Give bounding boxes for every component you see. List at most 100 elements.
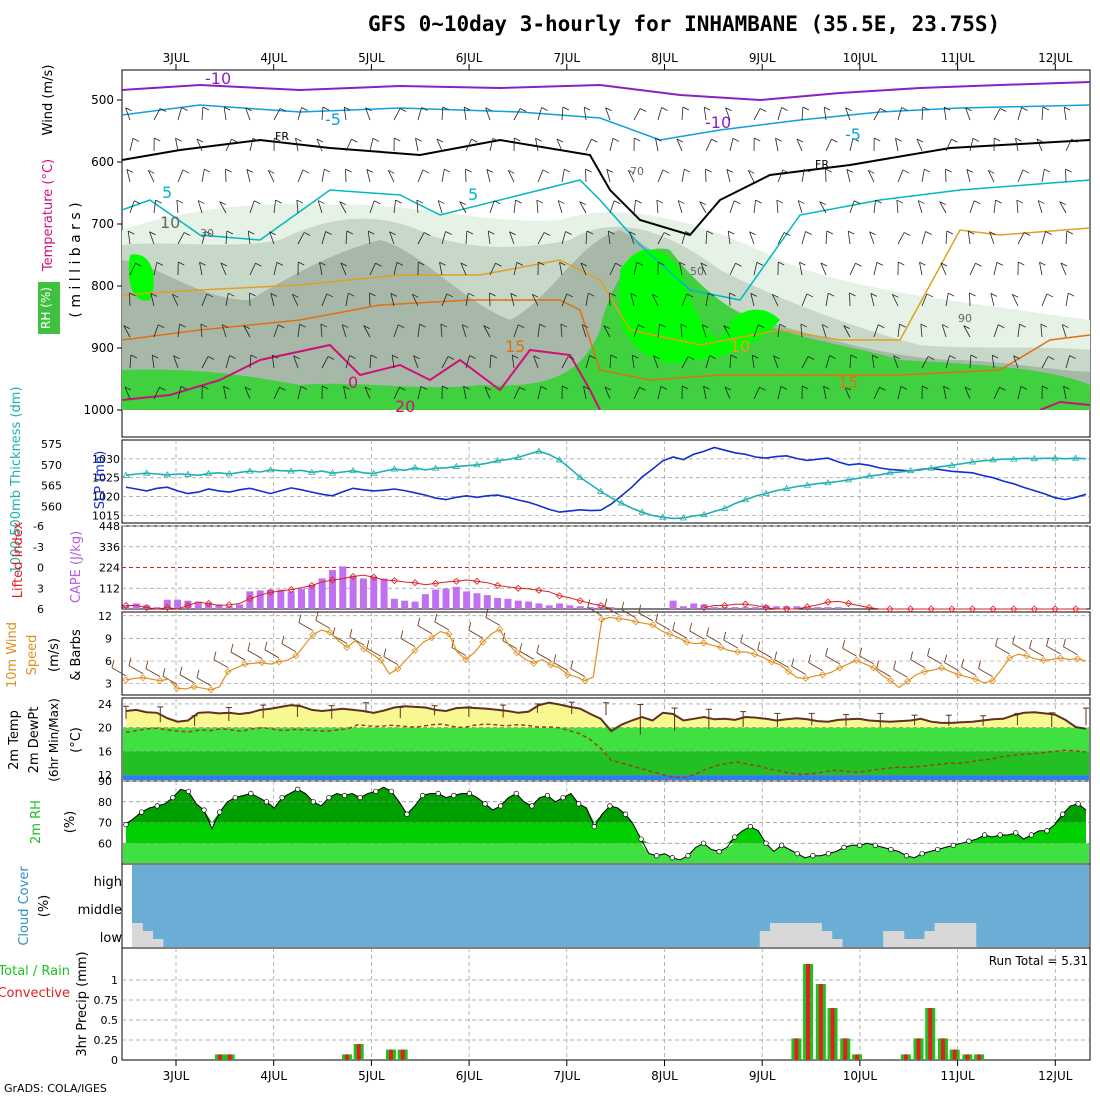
wind-barb-flag <box>278 324 285 329</box>
wind-barb <box>465 355 470 369</box>
wind-barb-flag <box>994 137 1001 142</box>
wind-barb-flag <box>436 138 444 143</box>
wind-barb <box>1041 169 1045 183</box>
wind-barb <box>417 169 424 183</box>
wind-barb <box>244 386 251 400</box>
wind-barb-flag <box>490 354 498 359</box>
wind-barb-flag <box>363 325 370 329</box>
wind-speed-marker <box>802 674 810 682</box>
wind-barb <box>366 647 382 657</box>
wind-barb <box>363 325 371 338</box>
wind-barb <box>823 386 827 400</box>
wind-barb <box>821 324 827 338</box>
wind-barb <box>705 231 708 245</box>
run-total: Run Total = 5.31 <box>989 954 1088 968</box>
date-tick-label: 3JUL <box>163 51 190 65</box>
wind-barb <box>196 677 212 687</box>
wind-barb-flag <box>533 355 540 360</box>
wind-barb-flag <box>421 107 428 111</box>
precip-conv-bar <box>843 1038 848 1060</box>
wind-barb-flag <box>272 354 279 359</box>
wind-barb-flag <box>345 168 352 173</box>
wind-barb <box>320 324 323 338</box>
wind-barb-flag <box>366 640 370 649</box>
cloud-low-bar <box>934 923 946 947</box>
wind-barb-flag <box>296 199 304 204</box>
contour-5 <box>122 179 1090 301</box>
wind-barb-flag <box>968 230 975 235</box>
wind-barb-flag <box>734 200 741 205</box>
wind-barb <box>825 231 828 245</box>
wind-barb-flag <box>495 262 502 267</box>
wind-barb-flag <box>825 647 829 656</box>
wind-barb <box>609 263 616 276</box>
wind-barb <box>441 356 449 369</box>
li-marker <box>1051 605 1059 613</box>
wind-barb-flag <box>1064 106 1071 111</box>
precip-conv-bar <box>928 1008 933 1060</box>
thickness-marker <box>204 469 213 477</box>
li-marker <box>555 592 564 600</box>
wind-barb <box>561 293 568 307</box>
wind-barb <box>791 666 806 675</box>
wind-barb-flag <box>483 325 490 329</box>
wind-barb-flag <box>589 355 596 359</box>
wind-speed-marker <box>904 677 912 685</box>
thickness-marker <box>411 464 419 471</box>
wind-barb-flag <box>798 200 805 204</box>
rh-marker <box>872 842 878 848</box>
wind-barb <box>171 294 179 307</box>
wind-barb-flag <box>1016 199 1024 204</box>
wind-barb-flag <box>1036 138 1044 143</box>
rh2m-panel: 60 70 80 90 <box>98 775 1090 863</box>
wind-barb-flag <box>655 137 662 142</box>
wind-barb-flag <box>570 660 574 669</box>
wind10m-axis-title-units: (m/s) <box>47 638 62 672</box>
wind-barb-flag <box>468 292 475 297</box>
rh-marker <box>654 853 660 859</box>
wind-barb <box>127 231 131 245</box>
rh-marker <box>326 794 332 801</box>
contour-label: 70 <box>630 165 644 178</box>
thickness-marker <box>886 469 894 476</box>
cape-bar <box>803 607 811 609</box>
wind-speed-marker <box>1039 656 1048 664</box>
thickness-marker <box>948 461 956 468</box>
cloud-level-label: low <box>100 931 123 946</box>
wind-barb-flag <box>844 386 852 391</box>
wind-barb-flag <box>413 355 420 360</box>
li-marker <box>906 605 915 613</box>
wind-barb-flag <box>156 261 164 266</box>
wind-barb <box>633 387 640 400</box>
wind-barb <box>247 231 251 245</box>
wind-speed-marker <box>530 659 538 667</box>
wind-barb <box>849 138 854 152</box>
wind-barb-flag <box>374 200 381 205</box>
wind-barb <box>177 386 182 400</box>
wind-barb-flag <box>726 169 734 173</box>
wind-barb <box>801 293 808 307</box>
thickness-marker <box>287 467 295 474</box>
grid-lines <box>175 440 1056 1060</box>
y-axis-titles: Temperature (°C) Wind (m/s) ( m i l l i b … <box>0 65 108 1057</box>
dewpt-axis-title: 2m DewPt <box>27 707 42 774</box>
cape-bar <box>752 607 760 609</box>
rh-marker <box>1028 832 1035 838</box>
li-marker <box>143 604 151 612</box>
wind-barb <box>579 201 587 214</box>
wind-barb-flag <box>226 230 234 235</box>
temperature-contours <box>122 81 1090 410</box>
wind-speed-marker <box>496 625 504 633</box>
wind-barb-flag <box>759 108 767 112</box>
rh-marker <box>622 811 629 817</box>
rh-marker <box>529 803 535 809</box>
cloud-low-bar <box>770 923 781 947</box>
wind-barb-flag <box>783 232 791 236</box>
wind-barb-flag <box>420 385 428 390</box>
wind-barb-flag <box>702 324 709 328</box>
wind-barb-flag <box>539 323 546 328</box>
wind-barb-flag <box>162 668 166 677</box>
wind-barb-flag <box>279 108 287 112</box>
wind-barb-flag <box>610 354 618 359</box>
cape-bar <box>421 594 429 609</box>
